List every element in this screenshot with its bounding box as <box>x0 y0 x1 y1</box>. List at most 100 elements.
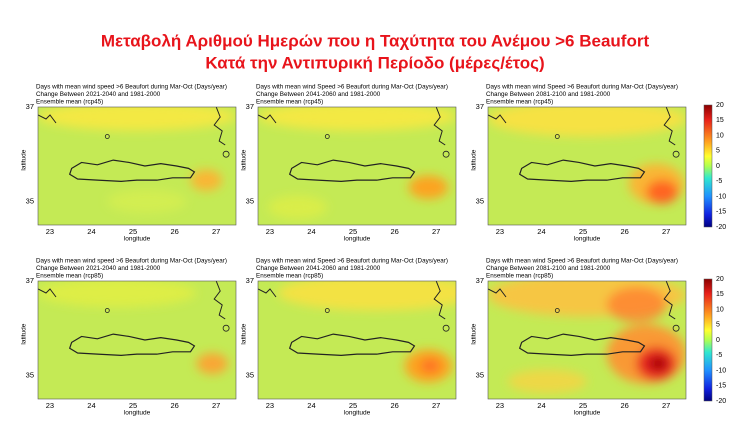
colorbar-tick-label: 10 <box>716 132 724 139</box>
field-blobs <box>488 281 686 394</box>
x-tick-label: 26 <box>170 401 178 410</box>
coastline <box>38 288 57 298</box>
panel-header: Change Between 2081-2100 and 1981-2000 <box>486 91 611 98</box>
x-tick-label: 24 <box>307 227 315 236</box>
island <box>554 134 560 139</box>
x-tick-label: 23 <box>46 401 54 410</box>
panel-header: Ensemble mean (rcp45) <box>36 99 103 106</box>
map-panel: Days with mean wind Speed >6 Beaufort du… <box>471 258 687 417</box>
field-blob <box>648 356 669 371</box>
colorbar-tick-label: 0 <box>716 163 720 170</box>
map-panel: Days with mean wind Speed >6 Beaufort du… <box>241 84 457 243</box>
coastline <box>433 281 446 320</box>
colorbar-tick-label: 20 <box>716 276 724 283</box>
x-tick-label: 24 <box>87 227 95 236</box>
x-tick-label: 23 <box>46 227 54 236</box>
coastline <box>663 281 676 320</box>
panel-header: Change Between 2041-2060 and 1981-2000 <box>256 265 381 272</box>
panel-header: Days with mean wind Speed >6 Beaufort du… <box>256 84 448 91</box>
x-tick-label: 26 <box>390 227 398 236</box>
y-tick-label: 37 <box>476 276 484 285</box>
panel-header: Days with mean wind Speed >6 Beaufort du… <box>486 84 678 91</box>
x-tick-label: 24 <box>307 401 315 410</box>
coastline <box>213 107 226 146</box>
coastline <box>488 114 507 124</box>
x-tick-label: 25 <box>579 401 587 410</box>
y-tick-label: 35 <box>26 370 34 379</box>
island <box>104 308 110 313</box>
colorbar-tick-label: 10 <box>716 306 724 313</box>
x-tick-label: 23 <box>266 401 274 410</box>
coastline <box>68 159 196 182</box>
colorbar-tick-label: 20 <box>716 102 724 109</box>
colorbar-tick-label: -15 <box>716 383 726 390</box>
x-tick-label: 26 <box>390 401 398 410</box>
x-tick-label: 25 <box>349 227 357 236</box>
x-tick-label: 23 <box>496 227 504 236</box>
field-blob <box>258 107 456 131</box>
x-tick-label: 27 <box>432 401 440 410</box>
x-axis-label: longitude <box>124 236 151 243</box>
y-tick-label: 37 <box>246 276 254 285</box>
map-frame <box>257 280 457 400</box>
x-tick-label: 27 <box>432 227 440 236</box>
island <box>222 150 230 158</box>
x-tick-label: 25 <box>349 401 357 410</box>
field-blobs <box>38 281 229 375</box>
x-tick-label: 26 <box>620 227 628 236</box>
colorbar-scale <box>703 104 713 228</box>
field-blob <box>488 107 686 137</box>
field-blob <box>107 189 187 214</box>
island <box>222 324 230 332</box>
field-blob <box>190 169 223 191</box>
x-tick-label: 25 <box>129 227 137 236</box>
colorbar-tick-label: -10 <box>716 193 726 200</box>
field-blob <box>420 358 441 374</box>
colorbar-tick-label: 0 <box>716 337 720 344</box>
x-tick-label: 25 <box>129 401 137 410</box>
field-blob <box>408 175 449 200</box>
x-tick-label: 27 <box>662 401 670 410</box>
coastline <box>433 107 446 146</box>
y-axis-label: latitude <box>471 323 478 344</box>
colorbar-tick-label: 15 <box>716 117 724 124</box>
colorbar-tick-label: 15 <box>716 291 724 298</box>
panel-header: Ensemble mean (rcp85) <box>36 273 103 280</box>
y-axis-label: latitude <box>241 149 248 170</box>
panel-header: Ensemble mean (rcp85) <box>256 273 323 280</box>
map-panel: Days with mean wind Speed >6 Beaufort du… <box>241 258 457 417</box>
title-line: Μεταβολή Αριθμού Ημερών που η Ταχύτητα τ… <box>101 31 650 50</box>
field-blobs <box>277 281 456 383</box>
map-frame <box>487 106 687 226</box>
title-line: Κατά την Αντιπυρική Περίοδο (μέρες/έτος) <box>205 53 544 72</box>
y-tick-label: 37 <box>26 276 34 285</box>
x-tick-label: 27 <box>662 227 670 236</box>
coastline <box>258 288 277 298</box>
colorbar-tick-label: -20 <box>716 398 726 405</box>
field-blob <box>507 369 587 394</box>
x-axis-label: longitude <box>124 410 151 417</box>
island <box>324 134 330 139</box>
field-blob <box>267 195 328 220</box>
island <box>442 324 450 332</box>
x-axis-label: longitude <box>344 410 371 417</box>
colorbar: 20 15 10 5 0 -5 -10 -15 -20 <box>703 102 726 231</box>
x-tick-label: 24 <box>537 401 545 410</box>
panel-header: Change Between 2021-2040 and 1981-2000 <box>36 265 161 272</box>
field-blob <box>277 281 456 311</box>
panel-header: Days with mean wind Speed >6 Beaufort du… <box>256 258 448 265</box>
panel-header: Change Between 2021-2040 and 1981-2000 <box>36 91 161 98</box>
field-blobs <box>258 107 456 220</box>
map-field <box>258 107 456 225</box>
y-tick-label: 37 <box>476 102 484 111</box>
colorbar-tick-label: -5 <box>716 178 722 185</box>
y-tick-label: 37 <box>246 102 254 111</box>
panel-header: Change Between 2041-2060 and 1981-2000 <box>256 91 381 98</box>
map-frame <box>37 106 237 226</box>
map-field <box>38 107 236 225</box>
panel-header: Ensemble mean (rcp45) <box>256 99 323 106</box>
coastline <box>38 114 57 124</box>
map-field <box>488 281 686 399</box>
island <box>672 324 680 332</box>
